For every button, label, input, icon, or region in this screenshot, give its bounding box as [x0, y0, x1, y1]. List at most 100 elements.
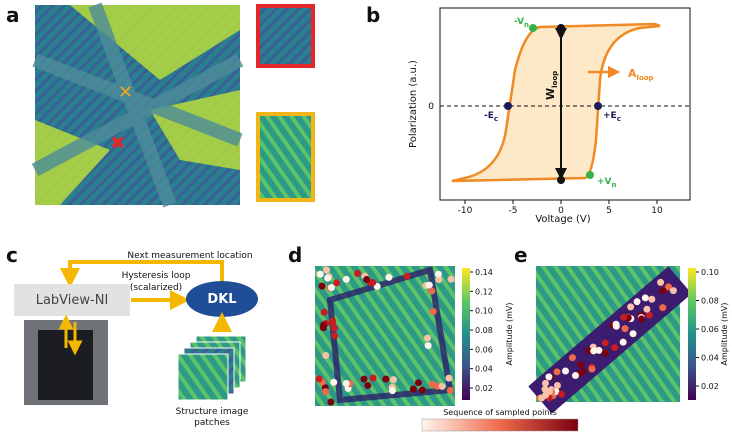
sampled-point — [315, 375, 323, 383]
annotation-text: A — [628, 67, 637, 80]
colorbar-tick-label: 0.08 — [475, 326, 493, 335]
sampled-point — [545, 373, 553, 381]
axes — [439, 7, 691, 201]
patch — [177, 353, 229, 401]
colorbar-tick-label: 0.14 — [475, 268, 493, 277]
marker: ✕ — [118, 82, 133, 103]
panel-label: e — [514, 243, 528, 267]
sampled-point — [433, 382, 441, 390]
sampled-point — [434, 270, 442, 278]
zoom-patch — [256, 112, 315, 202]
sampled-point — [322, 388, 330, 396]
patch-label: patches — [194, 418, 230, 428]
x-ticks: -10 -5 0 5 10 — [458, 200, 663, 216]
sampled-point — [579, 368, 587, 376]
sampled-point — [665, 283, 673, 291]
x-tick-label: 10 — [651, 206, 663, 216]
annotation-sub: loop — [637, 74, 654, 82]
sampled-point — [428, 287, 436, 295]
colorbar-tick-label: 0.08 — [701, 297, 719, 306]
sampled-point — [327, 398, 335, 406]
panel-label: a — [6, 3, 20, 27]
sampled-point — [612, 322, 620, 330]
sampled-point — [354, 269, 362, 277]
annotation-sub: c — [617, 115, 621, 123]
sampled-point — [562, 367, 570, 375]
point — [504, 102, 512, 110]
annotation: Aloop — [628, 67, 654, 82]
domain-wall — [31, 2, 244, 208]
x-tick-label: -5 — [509, 206, 518, 216]
sampled-point — [342, 379, 350, 387]
panel-label: d — [288, 243, 302, 267]
sampled-point — [641, 294, 649, 302]
model-node — [186, 281, 258, 317]
colorbar — [688, 268, 696, 400]
model-label: DKL — [207, 292, 236, 307]
sampled-point — [322, 351, 330, 359]
colorbar-tick-label: 0.10 — [475, 307, 493, 316]
colorbar-ticks: 0.14 0.12 0.10 0.08 0.06 0.04 0.02 — [470, 268, 493, 393]
sampled-point — [553, 368, 561, 376]
sampled-point — [638, 315, 646, 323]
sampled-point — [369, 374, 377, 382]
sampled-point — [601, 349, 609, 357]
annotation: -Ec — [484, 111, 498, 123]
sampled-point — [323, 266, 331, 274]
point — [557, 24, 565, 32]
sampled-point — [425, 281, 433, 289]
sampled-point — [590, 347, 598, 355]
colorbar-tick-label: 0.04 — [701, 354, 719, 363]
sampled-point — [316, 270, 324, 278]
point — [557, 176, 565, 184]
sampled-point — [643, 305, 651, 313]
colorbar-ticks: 0.10 0.08 0.06 0.04 0.02 — [696, 268, 719, 391]
sequence-colorbar — [421, 418, 579, 432]
sampled-point — [360, 375, 368, 383]
flow-label: (scalarized) — [130, 283, 182, 293]
sampled-point — [403, 272, 411, 280]
sampled-point — [621, 325, 629, 333]
colorbar-tick-label: 0.02 — [701, 382, 719, 391]
sampled-point — [333, 279, 341, 287]
domain-band — [528, 266, 692, 414]
sampled-point — [414, 379, 422, 387]
sampled-point — [435, 276, 443, 284]
annotation-text: W — [544, 88, 557, 100]
sampled-point — [553, 381, 561, 389]
sampled-point — [438, 382, 446, 390]
point — [586, 171, 594, 179]
feedback-arrow — [60, 260, 224, 288]
colorbar-tick-label: 0.04 — [475, 365, 493, 374]
domain — [35, 5, 240, 205]
sampled-point — [423, 334, 431, 342]
annotation-text: +V — [597, 177, 612, 187]
annotation: +Vn — [597, 177, 617, 189]
sampled-point — [577, 361, 585, 369]
sampled-point — [330, 378, 338, 386]
sampled-point — [645, 311, 653, 319]
panel-c: c LabView-NI DKL Next measurement locati… — [6, 243, 258, 428]
annotation-text: +E — [603, 111, 617, 121]
sampled-point — [611, 344, 619, 352]
instrument-box — [14, 284, 130, 316]
y-axis-label: Polarization (a.u.) — [408, 60, 419, 148]
annotation-sub: loop — [551, 71, 559, 88]
panel-d: d 0.14 0.12 0.10 0.08 0.06 0.04 0.02 Amplitude… — [288, 243, 514, 406]
colorbar-tick-label: 0.02 — [475, 384, 493, 393]
sampled-point — [558, 390, 566, 398]
panel-e: e 0.10 0.08 0.06 0.04 0.02 Amplitude (mV) — [514, 243, 729, 414]
sampled-point — [620, 313, 628, 321]
panel-b: b -Vn +Vn -Ec +Ec Wloop Aloop Voltage (V… — [366, 3, 691, 225]
sampled-point — [385, 273, 393, 281]
sampled-points — [536, 278, 677, 402]
sampled-point — [445, 374, 453, 382]
sampled-point — [627, 303, 635, 311]
x-tick-label: -10 — [458, 206, 473, 216]
hysteresis-loop — [451, 22, 661, 183]
y-tick-label: 0 — [428, 102, 434, 112]
sampled-point — [568, 354, 576, 362]
sampled-point — [318, 282, 326, 290]
sampled-point — [342, 275, 350, 283]
